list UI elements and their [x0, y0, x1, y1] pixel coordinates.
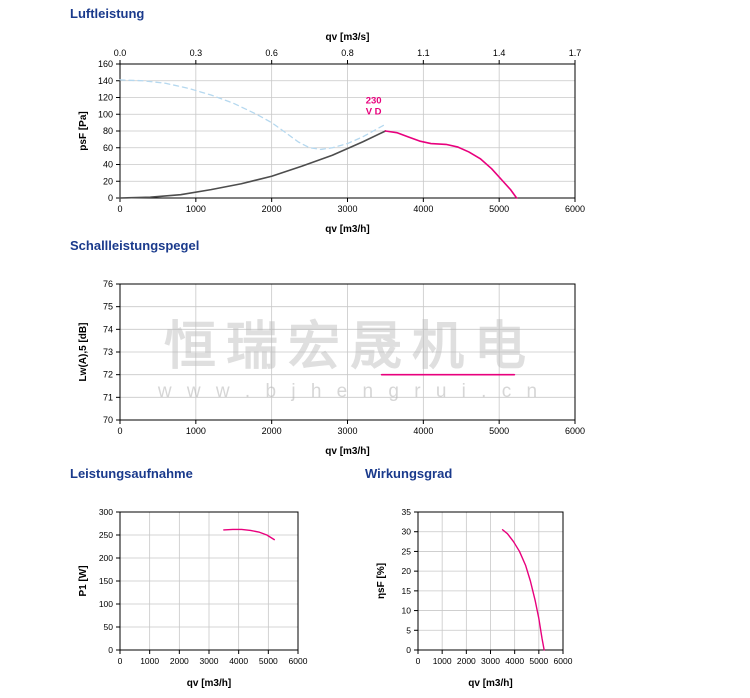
svg-text:35: 35	[402, 507, 412, 517]
svg-text:50: 50	[104, 622, 114, 632]
svg-text:1000: 1000	[433, 656, 452, 666]
svg-text:10: 10	[402, 606, 412, 616]
svg-text:3000: 3000	[337, 204, 357, 214]
svg-text:4000: 4000	[229, 656, 248, 666]
svg-text:1000: 1000	[186, 426, 206, 436]
svg-text:0: 0	[117, 204, 122, 214]
svg-text:qv [m3/s]: qv [m3/s]	[326, 32, 370, 43]
svg-text:76: 76	[103, 279, 113, 289]
svg-text:6000: 6000	[565, 426, 585, 436]
chart-title-luftleistung: Luftleistung	[70, 6, 145, 21]
svg-text:80: 80	[103, 126, 113, 136]
svg-text:5: 5	[406, 625, 411, 635]
svg-text:qv [m3/h]: qv [m3/h]	[325, 446, 369, 457]
svg-text:2000: 2000	[262, 204, 282, 214]
svg-text:6000: 6000	[565, 204, 585, 214]
svg-text:qv [m3/h]: qv [m3/h]	[325, 224, 369, 235]
svg-text:20: 20	[402, 566, 412, 576]
svg-text:6000: 6000	[554, 656, 573, 666]
schallleistungspegel-chart: 0 1000 2000 3000 4000 5000 6000 70 71 72 73 74 75 76 q…	[78, 279, 585, 457]
svg-text:1.7: 1.7	[569, 48, 582, 58]
svg-text:250: 250	[99, 530, 113, 540]
svg-text:74: 74	[103, 324, 113, 334]
svg-text:60: 60	[103, 143, 113, 153]
svg-text:4000: 4000	[413, 426, 433, 436]
svg-text:40: 40	[103, 160, 113, 170]
svg-text:1.1: 1.1	[417, 48, 430, 58]
svg-text:75: 75	[103, 302, 113, 312]
svg-text:ηsF [%]: ηsF [%]	[376, 563, 387, 599]
luftleistung-chart: 0 1000 2000 3000 4000 5000 6000 0 20 40 60 80 100 120…	[78, 32, 585, 235]
svg-text:120: 120	[98, 93, 113, 103]
svg-text:3000: 3000	[481, 656, 500, 666]
svg-text:160: 160	[98, 59, 113, 69]
svg-text:3000: 3000	[200, 656, 219, 666]
svg-text:0: 0	[108, 645, 113, 655]
svg-text:1000: 1000	[186, 204, 206, 214]
svg-text:qv [m3/h]: qv [m3/h]	[187, 678, 231, 689]
svg-text:6000: 6000	[289, 656, 308, 666]
svg-text:P1 [W]: P1 [W]	[78, 565, 89, 596]
svg-text:5000: 5000	[489, 426, 509, 436]
svg-text:0.3: 0.3	[190, 48, 203, 58]
svg-text:100: 100	[98, 109, 113, 119]
svg-text:2000: 2000	[170, 656, 189, 666]
svg-text:71: 71	[103, 392, 113, 402]
svg-text:30: 30	[402, 527, 412, 537]
svg-text:20: 20	[103, 176, 113, 186]
svg-text:140: 140	[98, 76, 113, 86]
svg-text:2000: 2000	[262, 426, 282, 436]
svg-text:0.0: 0.0	[114, 48, 127, 58]
svg-text:0.8: 0.8	[341, 48, 354, 58]
svg-text:0: 0	[117, 426, 122, 436]
svg-text:Lw(A),5 [dB]: Lw(A),5 [dB]	[78, 323, 89, 382]
svg-text:0: 0	[108, 193, 113, 203]
chart-title-schallleistungspegel: Schallleistungspegel	[70, 238, 200, 253]
svg-text:70: 70	[103, 415, 113, 425]
wirkungsgrad-chart: 0 1000 2000 3000 4000 5000 6000 0 5 10 15 20 25 30 35 q…	[376, 507, 573, 689]
svg-text:1000: 1000	[140, 656, 159, 666]
leistungsaufnahme-chart: 0 1000 2000 3000 4000 5000 6000 0 50 100 150 200 250…	[78, 507, 308, 689]
chart-title-leistungsaufnahme: Leistungsaufnahme	[70, 466, 193, 481]
svg-text:15: 15	[402, 586, 412, 596]
svg-text:0: 0	[416, 656, 421, 666]
svg-text:72: 72	[103, 370, 113, 380]
svg-text:1.4: 1.4	[493, 48, 506, 58]
svg-text:73: 73	[103, 347, 113, 357]
svg-text:2000: 2000	[457, 656, 476, 666]
chart-title-wirkungsgrad: Wirkungsgrad	[365, 466, 453, 481]
svg-text:200: 200	[99, 553, 113, 563]
svg-text:psF [Pa]: psF [Pa]	[78, 111, 89, 150]
svg-text:3000: 3000	[337, 426, 357, 436]
svg-text:5000: 5000	[489, 204, 509, 214]
svg-text:100: 100	[99, 599, 113, 609]
svg-text:150: 150	[99, 576, 113, 586]
svg-text:5000: 5000	[259, 656, 278, 666]
svg-text:4000: 4000	[505, 656, 524, 666]
svg-text:25: 25	[402, 546, 412, 556]
svg-text:0.6: 0.6	[265, 48, 278, 58]
svg-text:5000: 5000	[529, 656, 548, 666]
svg-text:4000: 4000	[413, 204, 433, 214]
svg-text:qv [m3/h]: qv [m3/h]	[468, 678, 512, 689]
svg-text:0: 0	[118, 656, 123, 666]
svg-text:300: 300	[99, 507, 113, 517]
svg-text:0: 0	[406, 645, 411, 655]
